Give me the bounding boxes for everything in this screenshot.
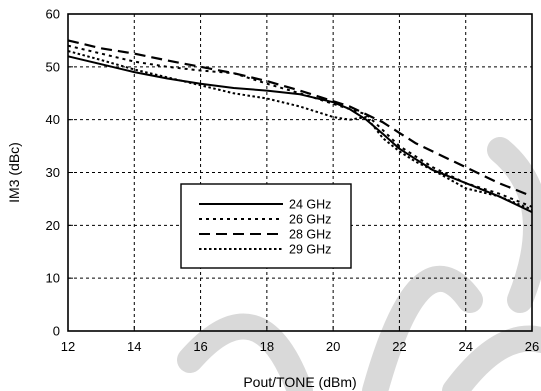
legend-label: 26 GHz — [289, 213, 331, 227]
x-tick-label: 12 — [61, 339, 75, 354]
y-axis-label: IM3 (dBc) — [6, 142, 22, 203]
series-line-26-ghz — [67, 44, 533, 208]
data-series — [67, 39, 533, 214]
y-tick-label: 0 — [53, 324, 60, 339]
y-tick-label: 50 — [46, 59, 60, 74]
y-tick-label: 20 — [46, 218, 60, 233]
x-tick-label: 14 — [127, 339, 141, 354]
x-tick-label: 18 — [260, 339, 274, 354]
x-tick-label: 24 — [458, 339, 472, 354]
series-line-29-ghz — [67, 50, 533, 211]
watermark-stroke-2 — [362, 266, 483, 391]
x-tick-label: 22 — [392, 339, 406, 354]
axis-ticks: 12 14 16 18 20 22 24 26 0 10 20 30 40 50 60 — [46, 7, 540, 355]
y-tick-label: 40 — [46, 112, 60, 127]
x-tick-label: 16 — [193, 339, 207, 354]
watermark-graphic — [177, 137, 541, 391]
legend-label: 29 GHz — [289, 243, 331, 257]
grid-lines — [68, 14, 532, 331]
series-line-28-ghz — [67, 39, 533, 198]
legend-label: 24 GHz — [289, 198, 331, 212]
x-tick-label: 20 — [326, 339, 340, 354]
y-tick-label: 30 — [46, 165, 60, 180]
y-tick-label: 10 — [46, 271, 60, 286]
y-tick-label: 60 — [46, 7, 60, 22]
x-tick-label: 26 — [525, 339, 539, 354]
x-axis-label: Pout/TONE (dBm) — [243, 374, 356, 390]
legend-box — [180, 183, 352, 269]
watermark-stroke-3 — [487, 137, 541, 313]
legend-label: 28 GHz — [289, 228, 331, 242]
watermark-stroke-1 — [177, 313, 313, 391]
watermark-stroke-4 — [442, 325, 541, 391]
